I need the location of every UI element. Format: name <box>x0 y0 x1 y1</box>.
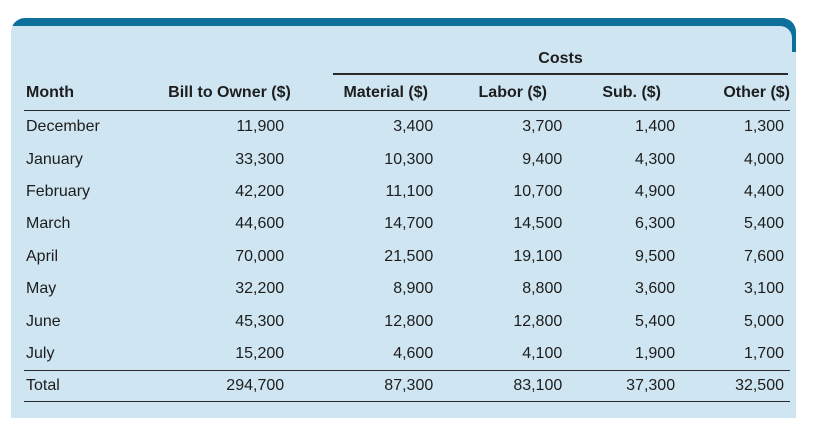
cell-material: 12,800 <box>384 312 434 330</box>
cell-labor: 12,800 <box>513 312 563 330</box>
costs-group-rule <box>333 73 788 75</box>
table-row: February 42,200 11,100 10,700 4,900 4,40… <box>24 176 790 208</box>
cell-bill-to-owner: 45,300 <box>235 312 285 330</box>
cell-other: 1,700 <box>743 344 784 362</box>
cell-month: January <box>26 150 83 168</box>
column-header-material: Material ($) <box>300 76 442 111</box>
cell-other: 5,000 <box>743 312 784 330</box>
cell-other: 3,100 <box>743 280 784 298</box>
column-header-sub: Sub. ($) <box>572 76 682 111</box>
cell-labor: 10,700 <box>513 182 563 200</box>
total-label: Total <box>24 370 135 403</box>
table-row: March 44,600 14,700 14,500 6,300 5,400 <box>24 208 790 240</box>
cell-other: 7,600 <box>743 247 784 265</box>
cell-sub: 1,400 <box>635 118 676 136</box>
cell-labor: 9,400 <box>522 150 563 168</box>
total-sub: 37,300 <box>572 370 682 403</box>
cell-labor: 19,100 <box>513 247 563 265</box>
cell-bill-to-owner: 70,000 <box>235 247 285 265</box>
cell-other: 4,400 <box>743 182 784 200</box>
cell-other: 1,300 <box>743 118 784 136</box>
table-row: July 15,200 4,600 4,100 1,900 1,700 <box>24 338 790 371</box>
header-row: Month Bill to Owner ($) Material ($) Lab… <box>24 76 790 111</box>
cell-sub: 3,600 <box>635 280 676 298</box>
cell-labor: 3,700 <box>522 118 563 136</box>
table-row: December 11,900 3,400 3,700 1,400 1,300 <box>24 111 790 144</box>
cost-table: Month Bill to Owner ($) Material ($) Lab… <box>24 76 790 403</box>
cell-bill-to-owner: 42,200 <box>235 182 285 200</box>
cell-material: 8,900 <box>393 280 434 298</box>
table-row: April 70,000 21,500 19,100 9,500 7,600 <box>24 241 790 273</box>
panel-top-bar-corner <box>774 18 796 52</box>
cell-bill-to-owner: 15,200 <box>235 344 285 362</box>
cell-month: April <box>26 247 59 265</box>
cell-bill-to-owner: 44,600 <box>235 215 285 233</box>
cell-other: 5,400 <box>743 215 784 233</box>
cell-material: 11,100 <box>385 182 434 200</box>
column-header-bill-to-owner: Bill to Owner ($) <box>134 76 301 111</box>
cell-sub: 5,400 <box>635 312 676 330</box>
column-header-month: Month <box>24 76 135 111</box>
panel-top-bar <box>11 18 796 26</box>
cell-month: December <box>26 118 100 136</box>
total-other: 32,500 <box>681 370 790 403</box>
cell-bill-to-owner: 33,300 <box>235 150 285 168</box>
table-row: January 33,300 10,300 9,400 4,300 4,000 <box>24 143 790 175</box>
total-row: Total 294,700 87,300 83,100 37,300 32,50… <box>24 370 790 403</box>
total-labor: 83,100 <box>441 370 573 403</box>
cell-labor: 4,100 <box>522 344 563 362</box>
cell-other: 4,000 <box>743 150 784 168</box>
cell-month: June <box>26 312 61 330</box>
table-row: June 45,300 12,800 12,800 5,400 5,000 <box>24 305 790 337</box>
total-bill-to-owner: 294,700 <box>134 370 301 403</box>
cell-sub: 1,900 <box>635 344 676 362</box>
cell-material: 14,700 <box>384 215 434 233</box>
cell-material: 21,500 <box>384 247 434 265</box>
cell-month: March <box>26 215 71 233</box>
cell-labor: 14,500 <box>513 215 563 233</box>
cell-labor: 8,800 <box>522 280 563 298</box>
cell-material: 10,300 <box>384 150 434 168</box>
table-row: May 32,200 8,900 8,800 3,600 3,100 <box>24 273 790 305</box>
cell-bill-to-owner: 32,200 <box>235 280 285 298</box>
total-material: 87,300 <box>300 370 442 403</box>
cell-bill-to-owner: 11,900 <box>236 118 285 136</box>
cell-month: May <box>26 280 57 298</box>
cell-month: February <box>26 182 91 200</box>
cell-month: July <box>26 344 55 362</box>
cell-sub: 4,300 <box>635 150 676 168</box>
costs-group-header: Costs <box>538 50 583 67</box>
cell-material: 3,400 <box>393 118 434 136</box>
cell-material: 4,600 <box>393 344 434 362</box>
cell-sub: 4,900 <box>635 182 676 200</box>
cell-sub: 9,500 <box>635 247 676 265</box>
cell-sub: 6,300 <box>635 215 676 233</box>
column-header-labor: Labor ($) <box>441 76 573 111</box>
cost-table-panel: Costs Month Bill to Owner ($) Material (… <box>11 18 796 418</box>
column-header-other: Other ($) <box>681 76 790 111</box>
